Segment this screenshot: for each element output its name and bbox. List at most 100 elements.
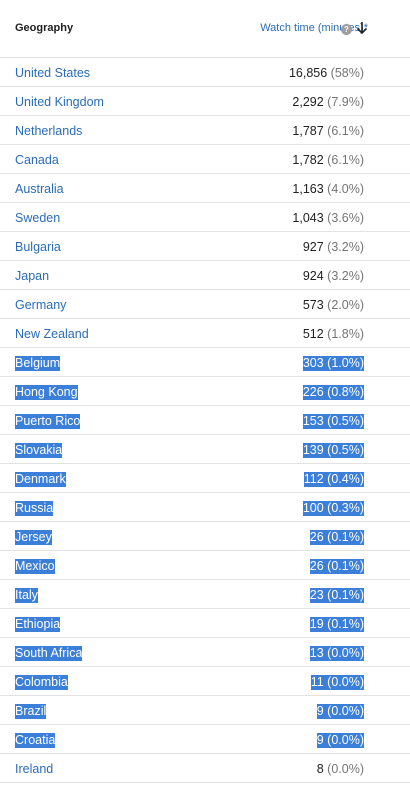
watch-time-percent: (0.0%): [327, 704, 364, 718]
watch-time-value: 11: [310, 675, 324, 689]
watch-time-cell: 13 (0.0%): [309, 646, 364, 661]
table-row[interactable]: Russia 100 (0.3%): [0, 493, 410, 522]
country-link[interactable]: Mexico: [15, 559, 55, 574]
country-link[interactable]: Italy: [15, 588, 38, 603]
table-header: Geography Watch time (minutes)* ?: [0, 0, 410, 58]
table-row[interactable]: Hong Kong 226 (0.8%): [0, 377, 410, 406]
watch-time-percent: (0.5%): [327, 443, 364, 457]
table-row[interactable]: Canada 1,782 (6.1%): [0, 145, 410, 174]
country-link[interactable]: Ethiopia: [15, 617, 61, 632]
watch-time-value: 8: [316, 762, 324, 776]
table-row[interactable]: Mexico 26 (0.1%): [0, 551, 410, 580]
watch-time-value: 100: [302, 501, 324, 515]
table-row[interactable]: Sweden 1,043 (3.6%): [0, 203, 410, 232]
watch-time-value: 226: [302, 385, 324, 399]
geography-column-header[interactable]: Geography: [15, 22, 74, 34]
watch-time-cell: 1,043 (3.6%): [292, 211, 364, 226]
watch-time-cell: 23 (0.1%): [309, 588, 364, 603]
table-row[interactable]: Brazil 9 (0.0%): [0, 696, 410, 725]
country-link[interactable]: Denmark: [15, 472, 66, 487]
country-link[interactable]: Croatia: [15, 733, 56, 748]
table-row[interactable]: Denmark 112 (0.4%): [0, 464, 410, 493]
country-link[interactable]: New Zealand: [15, 327, 89, 341]
watch-time-value: 26: [309, 530, 324, 544]
watch-time-cell: 100 (0.3%): [302, 501, 364, 516]
table-row[interactable]: Ethiopia 19 (0.1%): [0, 609, 410, 638]
watch-time-percent: (0.1%): [327, 530, 364, 544]
watch-time-cell: 153 (0.5%): [302, 414, 364, 429]
table-row[interactable]: Puerto Rico 153 (0.5%): [0, 406, 410, 435]
watch-time-cell: 9 (0.0%): [316, 704, 364, 719]
country-link[interactable]: Puerto Rico: [15, 414, 81, 429]
country-link[interactable]: Hong Kong: [15, 385, 78, 400]
table-row[interactable]: Netherlands 1,787 (6.1%): [0, 116, 410, 145]
watch-time-value: 1,787: [292, 124, 324, 138]
watch-time-cell: 9 (0.0%): [316, 733, 364, 748]
table-row[interactable]: Germany 573 (2.0%): [0, 290, 410, 319]
country-link[interactable]: Jersey: [15, 530, 52, 545]
watch-time-cell: 11 (0.0%): [310, 675, 364, 690]
watch-time-value: 112: [303, 472, 324, 486]
watch-time-percent: (0.3%): [327, 501, 364, 515]
table-row[interactable]: Ireland 8 (0.0%): [0, 754, 410, 783]
watch-time-percent: (0.1%): [327, 559, 364, 573]
country-link[interactable]: Bulgaria: [15, 240, 61, 254]
watch-time-value: 26: [309, 559, 324, 573]
country-link[interactable]: Ireland: [15, 762, 54, 776]
watch-time-percent: (3.2%): [327, 240, 364, 254]
watch-time-percent: (0.5%): [327, 414, 364, 428]
watch-time-percent: (6.1%): [327, 153, 364, 167]
country-link[interactable]: Brazil: [15, 704, 47, 719]
table-row[interactable]: Belgium 303 (1.0%): [0, 348, 410, 377]
watch-time-cell: 573 (2.0%): [303, 298, 364, 313]
geography-table-body: United States 16,856 (58%) United Kingdom 2…: [0, 58, 410, 783]
watch-time-cell: 19 (0.1%): [309, 617, 364, 632]
country-link[interactable]: Australia: [15, 182, 64, 196]
table-row[interactable]: Jersey 26 (0.1%): [0, 522, 410, 551]
watch-time-percent: (4.0%): [327, 182, 364, 196]
country-link[interactable]: United States: [15, 66, 91, 80]
table-row[interactable]: South Africa 13 (0.0%): [0, 638, 410, 667]
table-row[interactable]: Japan 924 (3.2%): [0, 261, 410, 290]
watch-time-percent: (2.0%): [327, 298, 364, 312]
table-row[interactable]: Italy 23 (0.1%): [0, 580, 410, 609]
watch-time-value: 303: [302, 356, 324, 370]
watch-time-percent: (0.8%): [327, 385, 364, 399]
table-row[interactable]: Colombia 11 (0.0%): [0, 667, 410, 696]
table-row[interactable]: United Kingdom 2,292 (7.9%): [0, 87, 410, 116]
help-icon[interactable]: ?: [341, 24, 352, 35]
country-link[interactable]: Colombia: [15, 675, 68, 690]
table-row[interactable]: New Zealand 512 (1.8%): [0, 319, 410, 348]
country-link[interactable]: Netherlands: [15, 124, 83, 138]
country-link[interactable]: Canada: [15, 153, 59, 167]
table-row[interactable]: Bulgaria 927 (3.2%): [0, 232, 410, 261]
country-link[interactable]: Belgium: [15, 356, 61, 371]
country-link[interactable]: Sweden: [15, 211, 61, 225]
watch-time-cell: 26 (0.1%): [309, 559, 364, 574]
watch-time-percent: (0.1%): [327, 617, 364, 631]
watch-time-cell: 2,292 (7.9%): [292, 95, 364, 110]
country-link[interactable]: United Kingdom: [15, 95, 104, 109]
watch-time-cell: 226 (0.8%): [302, 385, 364, 400]
table-row[interactable]: Croatia 9 (0.0%): [0, 725, 410, 754]
table-row[interactable]: United States 16,856 (58%): [0, 58, 410, 87]
country-link[interactable]: South Africa: [15, 646, 83, 661]
watch-time-cell: 924 (3.2%): [303, 269, 364, 284]
watch-time-percent: (3.6%): [327, 211, 364, 225]
watch-time-value: 924: [302, 269, 324, 283]
country-link[interactable]: Russia: [15, 501, 54, 516]
country-link[interactable]: Slovakia: [15, 443, 63, 458]
watch-time-cell: 26 (0.1%): [309, 530, 364, 545]
sort-descending-arrow-icon[interactable]: [356, 21, 368, 35]
watch-time-percent: (0.4%): [327, 472, 364, 486]
watch-time-percent: (1.8%): [327, 327, 364, 341]
watch-time-cell: 1,787 (6.1%): [292, 124, 364, 139]
table-row[interactable]: Slovakia 139 (0.5%): [0, 435, 410, 464]
country-link[interactable]: Japan: [15, 269, 50, 283]
watch-time-value: 1,782: [292, 153, 324, 167]
watch-time-percent: (1.0%): [327, 356, 364, 370]
table-row[interactable]: Australia 1,163 (4.0%): [0, 174, 410, 203]
country-link[interactable]: Germany: [15, 298, 67, 312]
watch-time-value: 153: [302, 414, 324, 428]
watch-time-cell: 16,856 (58%): [289, 66, 364, 81]
